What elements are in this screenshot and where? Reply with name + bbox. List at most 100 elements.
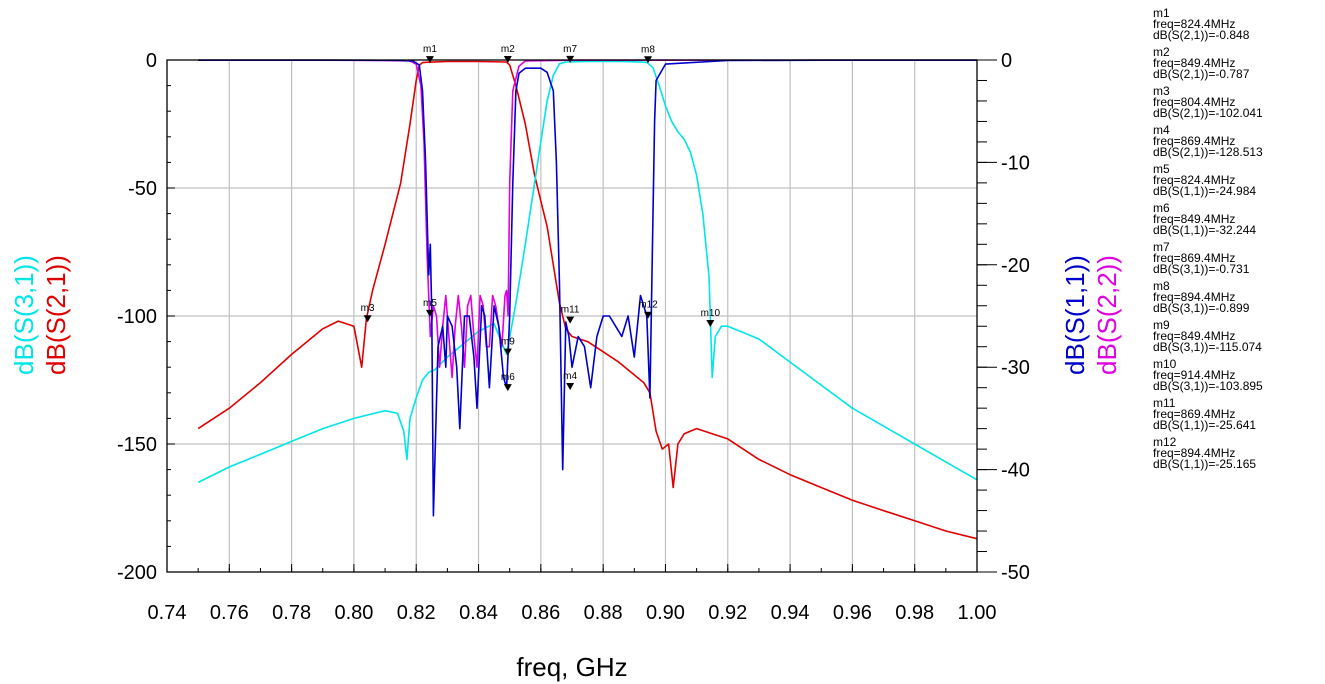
axes-layer: 0.74 0.76 0.78 0.80 0.82 0.84 0.86 0.88 0.90 0.92… [117, 50, 1030, 624]
marker-readout-value: dB(S(1,1))=-32.244 [1153, 223, 1257, 237]
marker-label-m1: m1 [423, 44, 437, 55]
marker-label-m7: m7 [563, 44, 577, 55]
right-tick-label: -10 [1001, 152, 1030, 174]
marker-readout-name: m3 [1153, 84, 1170, 98]
left-axis-titles: dB(S(3,1)) dB(S(2,1)) [9, 255, 71, 375]
marker-readout-freq: freq=849.4MHz [1153, 56, 1236, 70]
marker-readout-value: dB(S(1,1))=-24.984 [1153, 184, 1257, 198]
marker-readout-freq: freq=894.4MHz [1153, 446, 1236, 460]
marker-readout-value: dB(S(2,1))=-0.787 [1153, 67, 1250, 81]
marker-readout-value: dB(S(2,1))=-0.848 [1153, 28, 1250, 42]
marker-readout: m5 freq=824.4MHz dB(S(1,1))=-24.984 [1153, 162, 1323, 198]
marker-readout-value: dB(S(3,1))=-103.895 [1153, 379, 1263, 393]
x-tick-label: 0.94 [771, 602, 810, 624]
marker-label-m2: m2 [501, 44, 515, 55]
marker-triangle-m4 [566, 382, 575, 390]
marker-readout-name: m5 [1153, 162, 1170, 176]
markers-layer: m1 m2 m3 m4 m5 m6 m7 m8 m9 m10 m11 m12 [361, 44, 721, 392]
marker-label-m11: m11 [561, 305, 580, 316]
marker-readout-name: m4 [1153, 123, 1170, 137]
right-tick-label: -40 [1001, 460, 1030, 482]
marker-label-m12: m12 [638, 300, 658, 311]
series-line-dbs11 [198, 59, 977, 517]
x-tick-label: 0.86 [521, 602, 560, 624]
marker-triangle-m3 [363, 315, 372, 323]
marker-label-m5: m5 [423, 298, 437, 309]
marker-readout: m2 freq=849.4MHz dB(S(2,1))=-0.787 [1153, 45, 1323, 81]
left-tick-label: -150 [117, 434, 157, 456]
right-tick-label: -20 [1001, 255, 1030, 277]
series-line-dbs21 [197, 60, 978, 540]
marker-readout: m11 freq=869.4MHz dB(S(1,1))=-25.641 [1153, 397, 1323, 431]
marker-readout: m8 freq=894.4MHz dB(S(3,1))=-0.899 [1153, 279, 1323, 315]
x-tick-label: 0.80 [334, 602, 373, 624]
marker-label-m9: m9 [501, 337, 515, 348]
x-tick-label: 0.84 [459, 602, 498, 624]
x-tick-label: 0.88 [584, 602, 623, 624]
right-tick-label: -50 [1001, 562, 1030, 584]
marker-readout-name: m6 [1153, 201, 1170, 215]
marker-readout-freq: freq=869.4MHz [1153, 134, 1236, 148]
left-tick-label: -100 [117, 306, 157, 328]
marker-readout-freq: freq=804.4MHz [1153, 95, 1236, 109]
series-line-dbs31 [197, 60, 978, 484]
marker-readout-value: dB(S(1,1))=-25.165 [1153, 457, 1257, 471]
x-tick-label: 0.98 [895, 602, 934, 624]
marker-readout-name: m9 [1153, 318, 1170, 332]
marker-triangle-m2 [503, 56, 512, 64]
marker-label-m10: m10 [701, 308, 721, 319]
x-tick-label: 1.00 [958, 602, 997, 624]
marker-readout-freq: freq=849.4MHz [1153, 329, 1236, 343]
marker-label-m8: m8 [641, 44, 655, 55]
x-tick-label: 0.92 [708, 602, 747, 624]
marker-triangle-m6 [503, 384, 512, 392]
marker-label-m4: m4 [563, 371, 577, 382]
s-parameter-chart: 0.74 0.76 0.78 0.80 0.82 0.84 0.86 0.88 0.90 0.92… [9, 44, 1122, 682]
right-tick-label: -30 [1001, 357, 1030, 379]
marker-readout: m6 freq=849.4MHz dB(S(1,1))=-32.244 [1153, 201, 1323, 237]
marker-readout-panel: m1 freq=824.4MHz dB(S(2,1))=-0.848 m2 freq=8… [1153, 6, 1323, 476]
left-tick-label: 0 [146, 50, 157, 72]
marker-readout-name: m2 [1153, 45, 1170, 59]
marker-triangle-m10 [706, 319, 715, 327]
marker-readout: m12 freq=894.4MHz dB(S(1,1))=-25.165 [1153, 436, 1323, 471]
axis-title-dbs31: dB(S(3,1)) [9, 255, 39, 375]
marker-triangle-m9 [503, 348, 512, 356]
x-tick-label: 0.74 [148, 602, 187, 624]
x-tick-label: 0.76 [210, 602, 249, 624]
marker-label-m3: m3 [361, 303, 375, 314]
marker-readout-value: dB(S(3,1))=-0.731 [1153, 262, 1250, 276]
x-axis-title: freq, GHz [516, 652, 627, 682]
marker-readout: m1 freq=824.4MHz dB(S(2,1))=-0.848 [1153, 6, 1323, 42]
marker-readout-name: m10 [1153, 357, 1177, 371]
marker-readout-value: dB(S(3,1))=-0.899 [1153, 301, 1250, 315]
marker-readout-freq: freq=824.4MHz [1153, 17, 1236, 31]
marker-triangle-m5 [425, 309, 434, 317]
marker-readout: m10 freq=914.4MHz dB(S(3,1))=-103.895 [1153, 357, 1323, 393]
marker-readout-freq: freq=914.4MHz [1153, 368, 1236, 382]
marker-readout: m7 freq=869.4MHz dB(S(3,1))=-0.731 [1153, 240, 1323, 276]
x-tick-label: 0.78 [272, 602, 311, 624]
marker-triangle-m12 [644, 311, 653, 319]
series-line-dbs22 [198, 59, 977, 379]
marker-readout-name: m8 [1153, 279, 1170, 293]
axis-title-dbs11: dB(S(1,1)) [1060, 255, 1090, 375]
marker-readout-name: m1 [1153, 6, 1170, 20]
marker-readout-name: m7 [1153, 240, 1170, 254]
marker-label-m6: m6 [501, 372, 515, 383]
grid [167, 60, 977, 572]
left-tick-label: -50 [128, 178, 157, 200]
marker-readout: m4 freq=869.4MHz dB(S(2,1))=-128.513 [1153, 123, 1323, 158]
marker-readout-freq: freq=849.4MHz [1153, 212, 1236, 226]
series-layer [197, 59, 978, 540]
marker-triangle-m1 [425, 56, 434, 64]
right-axis-titles: dB(S(2,2))dB(S(1,1)) [1060, 255, 1122, 375]
marker-readout-freq: freq=894.4MHz [1153, 290, 1236, 304]
marker-readout-freq: freq=869.4MHz [1153, 251, 1236, 265]
marker-readout-value: dB(S(3,1))=-115.074 [1153, 340, 1262, 354]
axis-title-dbs21: dB(S(2,1)) [41, 255, 71, 375]
x-tick-label: 0.96 [833, 602, 872, 624]
marker-triangle-m7 [566, 55, 575, 63]
axis-title-dbs22: dB(S(2,2)) [1092, 255, 1122, 375]
right-tick-label: 0 [1001, 50, 1012, 72]
